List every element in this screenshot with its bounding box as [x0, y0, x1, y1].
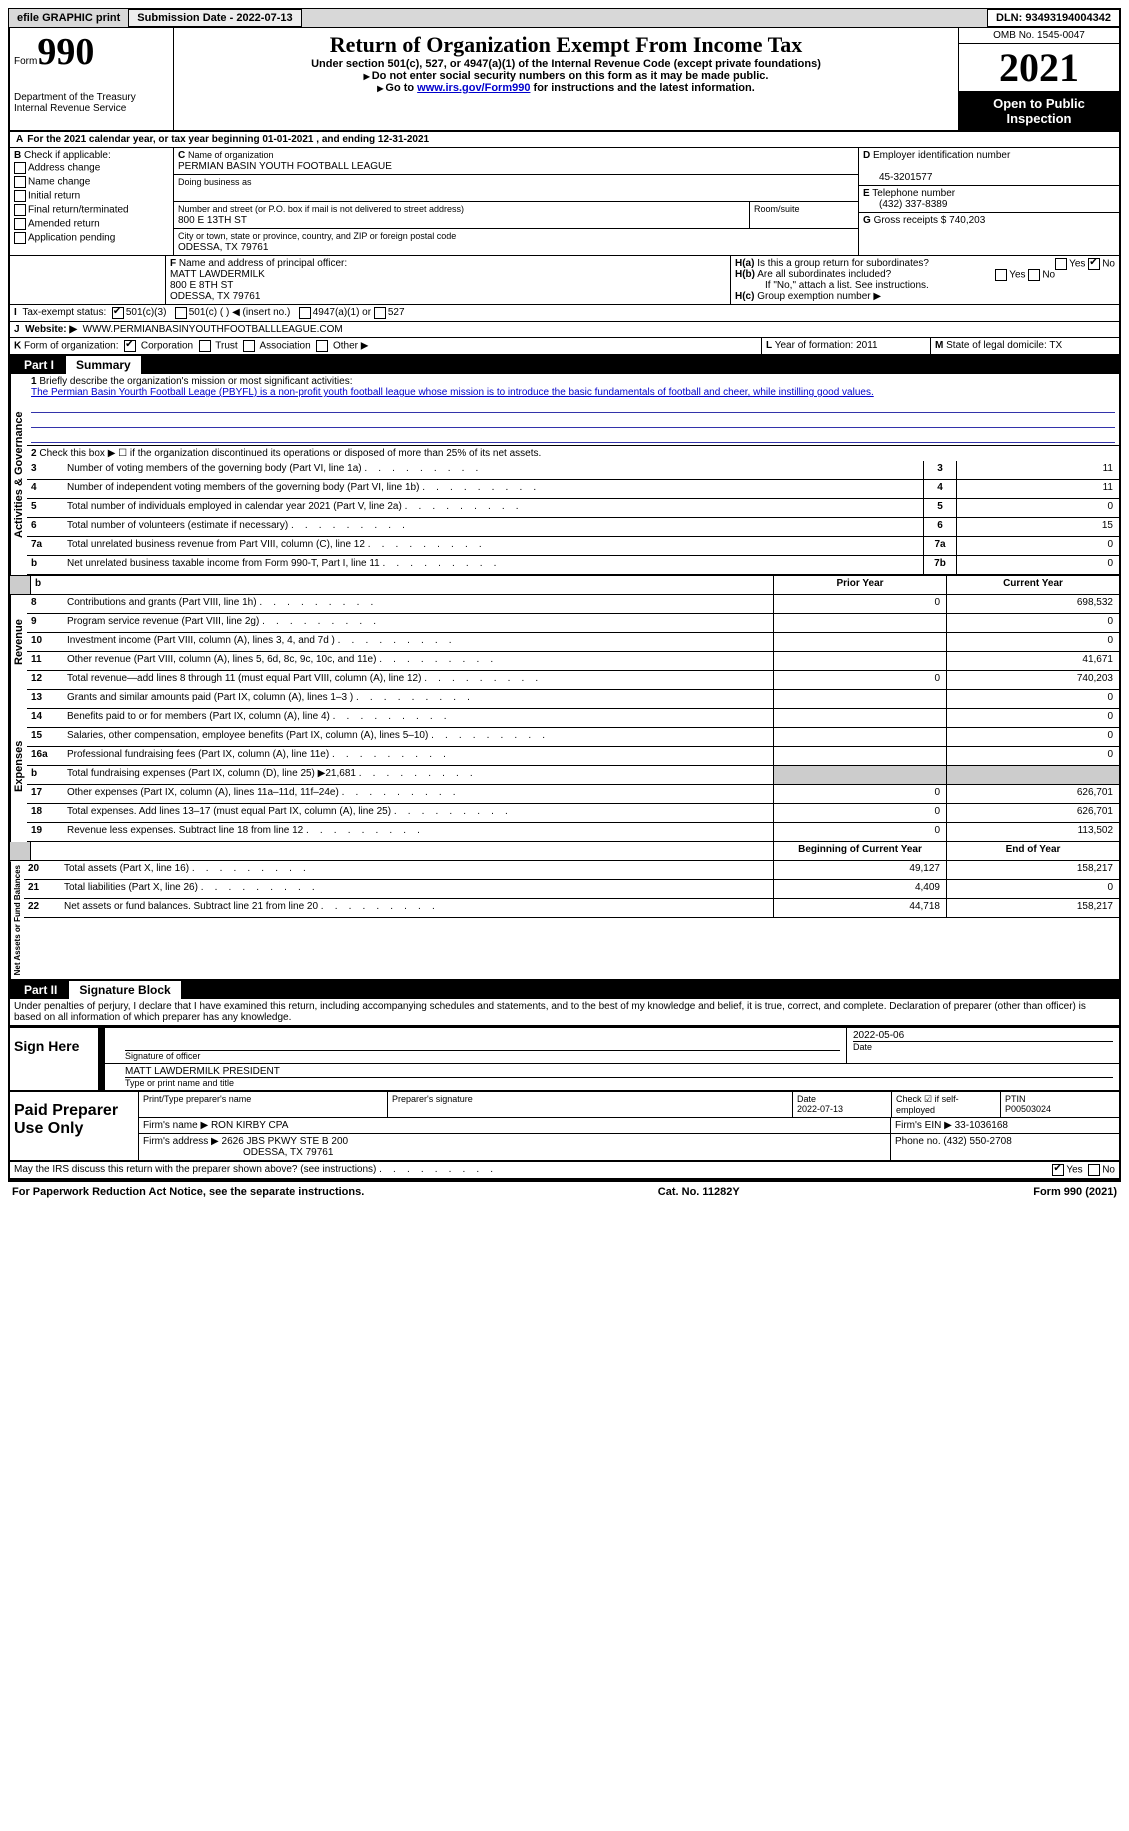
checkbox-corporation[interactable] — [124, 340, 136, 352]
part1-header: Part ISummary — [8, 356, 1121, 374]
open-public: Open to Public Inspection — [959, 92, 1119, 130]
summary-line-21: 21Total liabilities (Part X, line 26)4,4… — [24, 880, 1119, 899]
tax-year: 2021 — [959, 44, 1119, 92]
summary-netassets: Net Assets or Fund Balances 20Total asse… — [8, 861, 1121, 981]
summary-line-18: 18Total expenses. Add lines 13–17 (must … — [27, 804, 1119, 823]
form-number: 990 — [37, 31, 94, 73]
org-address: 800 E 13TH ST — [178, 215, 247, 226]
summary-line-b: bTotal fundraising expenses (Part IX, co… — [27, 766, 1119, 785]
summary-line-12: 12Total revenue—add lines 8 through 11 (… — [27, 671, 1119, 690]
org-city: ODESSA, TX 79761 — [178, 242, 268, 253]
gross-receipts: 740,203 — [949, 215, 985, 226]
summary-line-5: 5Total number of individuals employed in… — [27, 499, 1119, 518]
summary-line-19: 19Revenue less expenses. Subtract line 1… — [27, 823, 1119, 842]
footer: For Paperwork Reduction Act Notice, see … — [8, 1180, 1121, 1202]
irs-link[interactable]: www.irs.gov/Form990 — [417, 82, 530, 94]
summary-line-9: 9Program service revenue (Part VIII, lin… — [27, 614, 1119, 633]
section-b: B Check if applicable: Address change Na… — [10, 148, 174, 255]
declaration: Under penalties of perjury, I declare th… — [8, 999, 1121, 1026]
summary-line-20: 20Total assets (Part X, line 16)49,12715… — [24, 861, 1119, 880]
top-bar: efile GRAPHIC print Submission Date - 20… — [8, 8, 1121, 28]
part2-header: Part IISignature Block — [8, 981, 1121, 999]
checkbox-initial-return[interactable] — [14, 190, 26, 202]
summary-line-7a: 7aTotal unrelated business revenue from … — [27, 537, 1119, 556]
header-center: Return of Organization Exempt From Incom… — [174, 28, 958, 130]
officer-name: MATT LAWDERMILK — [170, 269, 265, 280]
summary-line-4: 4Number of independent voting members of… — [27, 480, 1119, 499]
checkbox-amended-return[interactable] — [14, 218, 26, 230]
header-left: Form990 Department of the Treasury Inter… — [10, 28, 174, 130]
sign-here-block: Sign Here Signature of officer 2022-05-0… — [8, 1026, 1121, 1092]
summary-line-3: 3Number of voting members of the governi… — [27, 461, 1119, 480]
summary-line-17: 17Other expenses (Part IX, column (A), l… — [27, 785, 1119, 804]
vert-netassets: Net Assets or Fund Balances — [10, 861, 24, 979]
officer-signature-name: MATT LAWDERMILK PRESIDENT — [125, 1066, 1113, 1077]
checkbox-final-return[interactable] — [14, 204, 26, 216]
summary-line-16a: 16aProfessional fundraising fees (Part I… — [27, 747, 1119, 766]
summary-line-10: 10Investment income (Part VIII, column (… — [27, 633, 1119, 652]
vert-expenses: Expenses — [10, 690, 27, 842]
summary-revenue: Revenue 8Contributions and grants (Part … — [8, 595, 1121, 690]
paid-preparer-block: Paid Preparer Use Only Print/Type prepar… — [8, 1092, 1121, 1162]
summary-activities: Activities & Governance 1 Briefly descri… — [8, 374, 1121, 575]
section-d-e-g: D Employer identification number 45-3201… — [858, 148, 1119, 255]
checkbox-address-change[interactable] — [14, 162, 26, 174]
summary-line-6: 6Total number of volunteers (estimate if… — [27, 518, 1119, 537]
line-i: I Tax-exempt status: 501(c)(3) 501(c) ( … — [8, 305, 1121, 322]
summary-line-15: 15Salaries, other compensation, employee… — [27, 728, 1119, 747]
submission-date[interactable]: Submission Date - 2022-07-13 — [128, 9, 301, 27]
summary-line-13: 13Grants and similar amounts paid (Part … — [27, 690, 1119, 709]
summary-line-14: 14Benefits paid to or for members (Part … — [27, 709, 1119, 728]
vert-activities: Activities & Governance — [10, 374, 27, 575]
form-header: Form990 Department of the Treasury Inter… — [8, 28, 1121, 132]
vert-revenue: Revenue — [10, 595, 27, 690]
omb-number: OMB No. 1545-0047 — [959, 28, 1119, 44]
dln-box: DLN: 93493194004342 — [987, 9, 1120, 27]
org-name: PERMIAN BASIN YOUTH FOOTBALL LEAGUE — [178, 161, 392, 172]
checkbox-app-pending[interactable] — [14, 232, 26, 244]
checkbox-501c3[interactable] — [112, 307, 124, 319]
block-b-g: B Check if applicable: Address change Na… — [8, 148, 1121, 256]
header-right: OMB No. 1545-0047 2021 Open to Public In… — [958, 28, 1119, 130]
summary-line-22: 22Net assets or fund balances. Subtract … — [24, 899, 1119, 918]
form-title: Return of Organization Exempt From Incom… — [178, 32, 954, 58]
summary-line-7b: bNet unrelated business taxable income f… — [27, 556, 1119, 575]
summary-line-8: 8Contributions and grants (Part VIII, li… — [27, 595, 1119, 614]
line-klm: K Form of organization: Corporation Trus… — [8, 338, 1121, 356]
line-a: AFor the 2021 calendar year, or tax year… — [8, 132, 1121, 148]
summary-expenses: Expenses 13Grants and similar amounts pa… — [8, 690, 1121, 842]
section-c: C Name of organization PERMIAN BASIN YOU… — [174, 148, 858, 255]
phone: (432) 337-8389 — [863, 199, 947, 210]
summary-line-11: 11Other revenue (Part VIII, column (A), … — [27, 652, 1119, 671]
efile-label: efile GRAPHIC print — [9, 10, 128, 26]
ein: 45-3201577 — [863, 172, 932, 183]
block-f-h: F Name and address of principal officer:… — [8, 256, 1121, 305]
website: WWW.PERMIANBASINYOUTHFOOTBALLLEAGUE.COM — [83, 324, 343, 335]
line-j: J Website: ▶ WWW.PERMIANBASINYOUTHFOOTBA… — [8, 322, 1121, 338]
checkbox-name-change[interactable] — [14, 176, 26, 188]
mission-text: The Permian Basin Yourth Football Leage … — [31, 387, 874, 398]
